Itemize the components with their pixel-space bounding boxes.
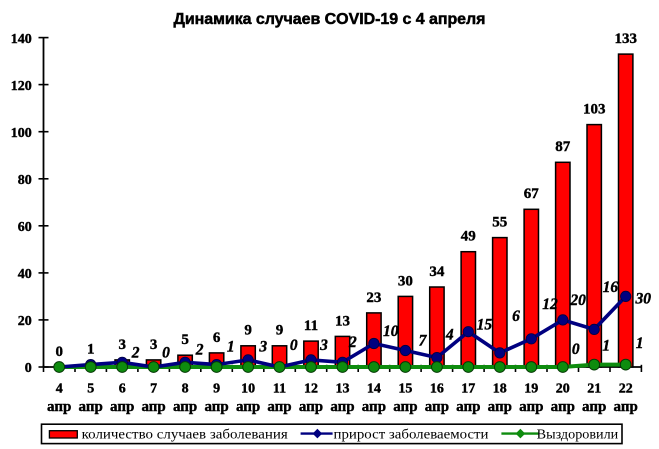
svg-text:3: 3 bbox=[258, 339, 267, 356]
svg-text:апр: апр bbox=[393, 399, 417, 415]
svg-text:103: 103 bbox=[583, 102, 606, 118]
svg-text:0: 0 bbox=[162, 344, 170, 361]
svg-text:15: 15 bbox=[477, 317, 493, 334]
svg-text:6: 6 bbox=[213, 330, 221, 346]
svg-text:9: 9 bbox=[213, 382, 220, 397]
svg-text:34: 34 bbox=[429, 264, 445, 280]
svg-text:11: 11 bbox=[304, 318, 318, 334]
svg-text:87: 87 bbox=[555, 139, 571, 155]
svg-text:Динамика случаев COVID-19 с 4: Динамика случаев COVID-19 с 4 апреля bbox=[174, 11, 486, 28]
svg-text:6: 6 bbox=[119, 382, 126, 397]
svg-text:апр: апр bbox=[614, 399, 638, 415]
svg-text:16: 16 bbox=[430, 382, 444, 397]
svg-text:100: 100 bbox=[11, 126, 32, 141]
svg-text:2: 2 bbox=[348, 334, 357, 351]
svg-text:4: 4 bbox=[445, 326, 454, 343]
svg-text:10: 10 bbox=[241, 382, 255, 397]
svg-text:60: 60 bbox=[18, 220, 32, 235]
svg-text:апр: апр bbox=[425, 399, 449, 415]
svg-text:3: 3 bbox=[150, 337, 158, 353]
svg-text:апр: апр bbox=[236, 399, 260, 415]
svg-text:140: 140 bbox=[11, 32, 32, 47]
svg-text:7: 7 bbox=[150, 382, 157, 397]
svg-text:апр: апр bbox=[551, 399, 575, 415]
svg-text:2: 2 bbox=[195, 342, 204, 359]
svg-text:19: 19 bbox=[524, 382, 538, 397]
svg-text:апр: апр bbox=[519, 399, 543, 415]
svg-text:80: 80 bbox=[18, 173, 32, 188]
svg-text:17: 17 bbox=[461, 382, 475, 397]
svg-text:49: 49 bbox=[461, 229, 476, 245]
svg-text:20: 20 bbox=[569, 292, 586, 309]
svg-text:апр: апр bbox=[267, 399, 291, 415]
svg-text:апр: апр bbox=[47, 399, 71, 415]
svg-text:1: 1 bbox=[87, 342, 95, 358]
svg-text:20: 20 bbox=[556, 382, 570, 397]
svg-text:16: 16 bbox=[603, 279, 619, 296]
svg-text:67: 67 bbox=[524, 186, 540, 202]
svg-text:30: 30 bbox=[398, 273, 413, 289]
svg-text:3: 3 bbox=[319, 337, 328, 354]
svg-text:6: 6 bbox=[512, 308, 520, 325]
svg-text:апр: апр bbox=[79, 399, 103, 415]
svg-text:8: 8 bbox=[182, 382, 189, 397]
svg-text:12: 12 bbox=[542, 296, 558, 313]
svg-text:апр: апр bbox=[362, 399, 386, 415]
svg-text:1: 1 bbox=[227, 339, 235, 356]
svg-text:1: 1 bbox=[602, 337, 610, 354]
svg-text:апр: апр bbox=[141, 399, 165, 415]
svg-text:9: 9 bbox=[244, 323, 252, 339]
svg-text:0: 0 bbox=[572, 341, 580, 358]
svg-text:апр: апр bbox=[299, 399, 323, 415]
svg-text:апр: апр bbox=[173, 399, 197, 415]
svg-text:13: 13 bbox=[335, 313, 350, 329]
svg-text:1: 1 bbox=[636, 335, 644, 352]
svg-text:55: 55 bbox=[492, 215, 507, 231]
svg-text:2: 2 bbox=[131, 344, 140, 361]
svg-text:апр: апр bbox=[110, 399, 134, 415]
svg-text:3: 3 bbox=[118, 337, 126, 353]
svg-text:30: 30 bbox=[634, 290, 651, 307]
svg-text:0: 0 bbox=[25, 361, 32, 376]
svg-text:прирост заболеваемости: прирост заболеваемости bbox=[334, 427, 490, 442]
svg-text:апр: апр bbox=[456, 399, 480, 415]
svg-text:120: 120 bbox=[11, 79, 32, 94]
svg-text:0: 0 bbox=[55, 344, 63, 360]
svg-text:9: 9 bbox=[276, 323, 284, 339]
svg-text:23: 23 bbox=[366, 290, 381, 306]
svg-text:апр: апр bbox=[582, 399, 606, 415]
svg-text:13: 13 bbox=[336, 382, 350, 397]
svg-text:14: 14 bbox=[367, 382, 381, 397]
svg-text:0: 0 bbox=[290, 337, 298, 354]
svg-text:22: 22 bbox=[619, 382, 633, 397]
svg-text:21: 21 bbox=[587, 382, 601, 397]
svg-text:количество случаев заболевания: количество случаев заболевания bbox=[82, 427, 289, 442]
svg-text:40: 40 bbox=[18, 267, 32, 282]
svg-text:12: 12 bbox=[304, 382, 318, 397]
svg-text:15: 15 bbox=[398, 382, 412, 397]
svg-text:11: 11 bbox=[273, 382, 286, 397]
svg-text:7: 7 bbox=[419, 332, 428, 349]
svg-text:апр: апр bbox=[204, 399, 228, 415]
svg-text:5: 5 bbox=[87, 382, 94, 397]
svg-text:апр: апр bbox=[488, 399, 512, 415]
svg-text:апр: апр bbox=[330, 399, 354, 415]
svg-text:18: 18 bbox=[493, 382, 507, 397]
svg-text:133: 133 bbox=[614, 31, 637, 47]
svg-text:10: 10 bbox=[383, 323, 399, 340]
svg-text:4: 4 bbox=[56, 382, 63, 397]
svg-text:5: 5 bbox=[181, 332, 189, 348]
svg-text:20: 20 bbox=[18, 314, 32, 329]
svg-text:Выздоровили: Выздоровили bbox=[537, 427, 619, 442]
